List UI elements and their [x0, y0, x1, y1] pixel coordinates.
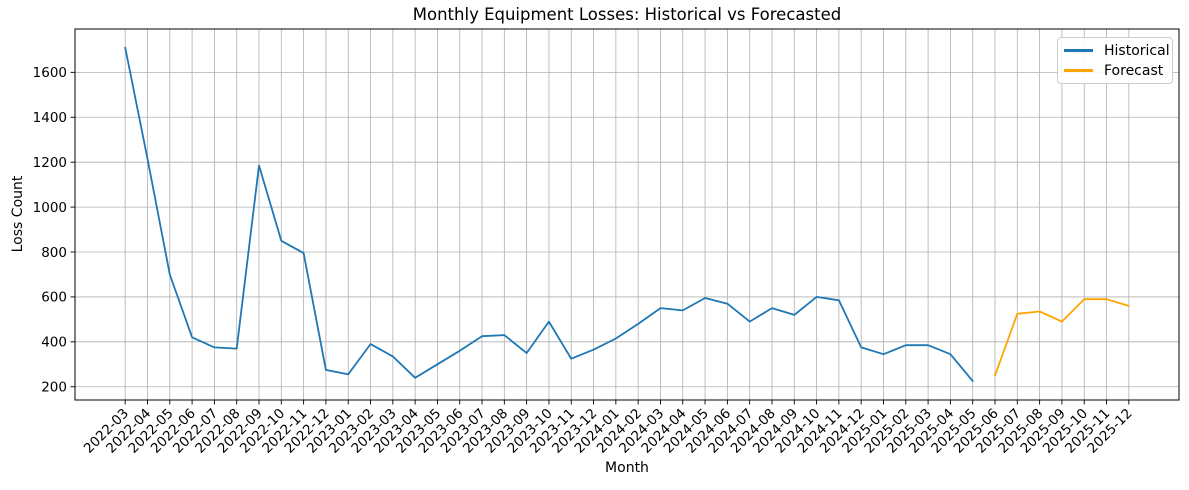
legend-item-historical: Historical: [1064, 41, 1170, 60]
y-tick-label: 1600: [33, 65, 67, 81]
y-tick-label: 200: [41, 380, 67, 396]
historical-line: [124, 46, 974, 383]
x-axis-label: Month: [605, 460, 649, 476]
legend-label-forecast: Forecast: [1104, 62, 1164, 79]
y-tick-label: 600: [41, 290, 67, 306]
legend: Historical Forecast: [1057, 37, 1173, 84]
y-tick-label: 400: [41, 335, 67, 351]
y-tick-label: 1400: [33, 110, 67, 126]
legend-item-forecast: Forecast: [1064, 61, 1167, 80]
historical-line-swatch: [1064, 49, 1093, 52]
y-tick-label: 1200: [33, 155, 67, 171]
forecast-line: [994, 298, 1130, 377]
y-tick-label: 1000: [33, 200, 67, 216]
y-axis-label: Loss Count: [10, 175, 26, 253]
y-tick-label: 800: [41, 245, 67, 261]
forecast-line-swatch: [1064, 69, 1093, 72]
legend-label-historical: Historical: [1104, 42, 1170, 59]
chart-title: Monthly Equipment Losses: Historical vs …: [412, 5, 842, 24]
plot-border: [74, 28, 1180, 401]
